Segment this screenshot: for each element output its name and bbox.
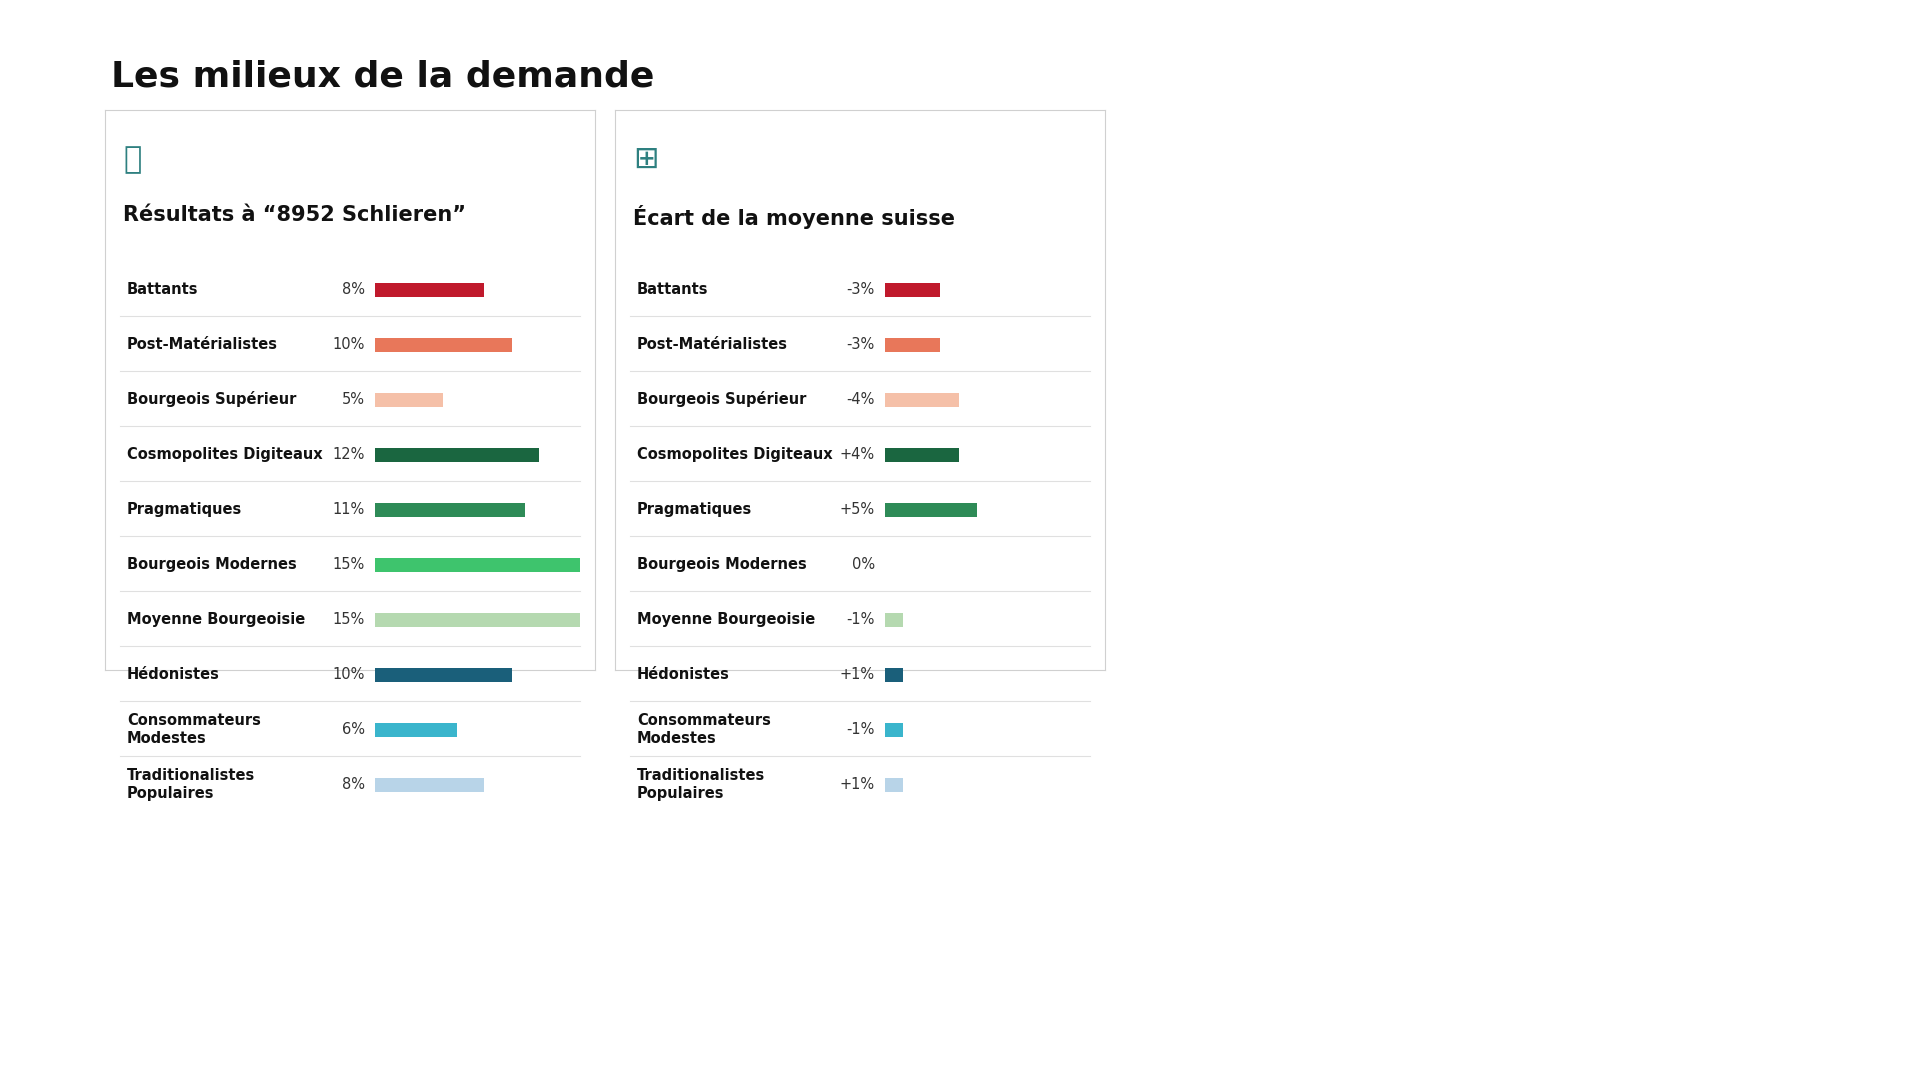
Text: -1%: -1% (847, 612, 876, 627)
Text: Hédonistes: Hédonistes (637, 667, 730, 681)
Text: ⦾: ⦾ (123, 145, 142, 174)
Text: Écart de la moyenne suisse: Écart de la moyenne suisse (634, 205, 954, 229)
Text: ⊞: ⊞ (634, 145, 659, 174)
Text: 10%: 10% (332, 667, 365, 681)
Text: 8%: 8% (342, 282, 365, 297)
Text: 0%: 0% (852, 557, 876, 572)
Text: +1%: +1% (839, 667, 876, 681)
Text: Traditionalistes
Populaires: Traditionalistes Populaires (637, 768, 766, 800)
Text: Traditionalistes
Populaires: Traditionalistes Populaires (127, 768, 255, 800)
Text: 15%: 15% (332, 612, 365, 627)
Text: 15%: 15% (332, 557, 365, 572)
Text: Moyenne Bourgeoisie: Moyenne Bourgeoisie (127, 612, 305, 627)
Text: -3%: -3% (847, 282, 876, 297)
Text: Cosmopolites Digiteaux: Cosmopolites Digiteaux (127, 447, 323, 462)
Text: Moyenne Bourgeoisie: Moyenne Bourgeoisie (637, 612, 816, 627)
Text: 8%: 8% (342, 777, 365, 792)
Text: Les milieux de la demande: Les milieux de la demande (111, 59, 655, 93)
Text: Bourgeois Supérieur: Bourgeois Supérieur (127, 391, 296, 407)
Text: Battants: Battants (127, 282, 198, 297)
Text: 5%: 5% (342, 392, 365, 407)
Text: Hédonistes: Hédonistes (127, 667, 221, 681)
Text: Bourgeois Modernes: Bourgeois Modernes (637, 557, 806, 572)
Text: Bourgeois Modernes: Bourgeois Modernes (127, 557, 298, 572)
Text: -4%: -4% (847, 392, 876, 407)
Text: 6%: 6% (342, 723, 365, 737)
Text: Post-Matérialistes: Post-Matérialistes (127, 337, 278, 352)
Text: Pragmatiques: Pragmatiques (127, 502, 242, 517)
Text: -3%: -3% (847, 337, 876, 352)
Text: Cosmopolites Digiteaux: Cosmopolites Digiteaux (637, 447, 833, 462)
Text: +1%: +1% (839, 777, 876, 792)
Text: Bourgeois Supérieur: Bourgeois Supérieur (637, 391, 806, 407)
Text: Battants: Battants (637, 282, 708, 297)
Text: Résultats à “8952 Schlieren”: Résultats à “8952 Schlieren” (123, 205, 467, 225)
Text: -1%: -1% (847, 723, 876, 737)
Text: Post-Matérialistes: Post-Matérialistes (637, 337, 787, 352)
Text: +4%: +4% (839, 447, 876, 462)
Text: Pragmatiques: Pragmatiques (637, 502, 753, 517)
Text: 10%: 10% (332, 337, 365, 352)
Text: +5%: +5% (839, 502, 876, 517)
Text: Consommateurs
Modestes: Consommateurs Modestes (637, 713, 770, 745)
Text: 12%: 12% (332, 447, 365, 462)
Text: 11%: 11% (332, 502, 365, 517)
Text: Consommateurs
Modestes: Consommateurs Modestes (127, 713, 261, 745)
